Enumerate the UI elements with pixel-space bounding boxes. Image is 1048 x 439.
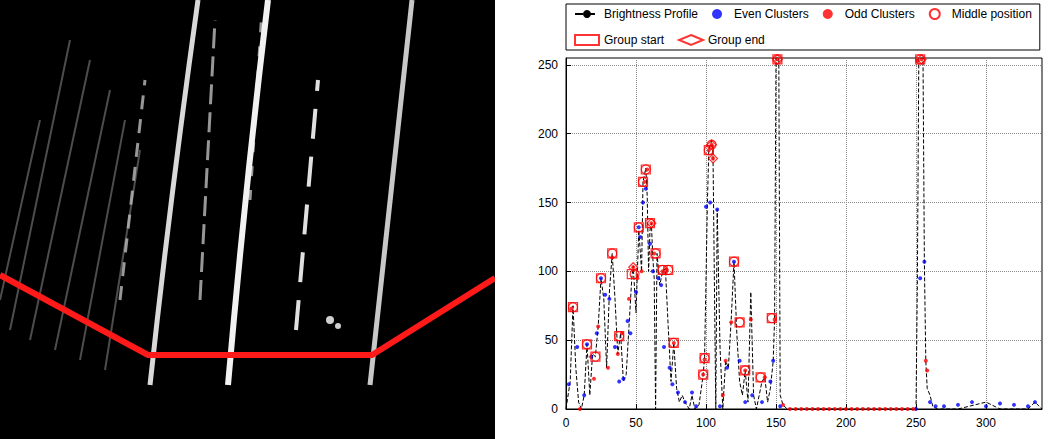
svg-text:200: 200 (538, 127, 558, 141)
svg-text:200: 200 (836, 416, 856, 430)
svg-text:50: 50 (545, 333, 559, 347)
svg-text:0: 0 (563, 416, 570, 430)
svg-text:0: 0 (551, 402, 558, 416)
svg-text:250: 250 (538, 58, 558, 72)
svg-text:Odd Clusters: Odd Clusters (845, 7, 915, 21)
svg-text:Group start: Group start (604, 33, 665, 47)
svg-text:50: 50 (629, 416, 643, 430)
svg-text:Group end: Group end (708, 33, 765, 47)
svg-text:Even Clusters: Even Clusters (734, 7, 809, 21)
svg-text:300: 300 (976, 416, 996, 430)
svg-text:150: 150 (766, 416, 786, 430)
svg-text:100: 100 (538, 264, 558, 278)
svg-text:250: 250 (906, 416, 926, 430)
svg-text:150: 150 (538, 196, 558, 210)
svg-text:Brightness Profile: Brightness Profile (604, 7, 698, 21)
svg-text:Middle position: Middle position (952, 7, 1032, 21)
svg-text:100: 100 (696, 416, 716, 430)
